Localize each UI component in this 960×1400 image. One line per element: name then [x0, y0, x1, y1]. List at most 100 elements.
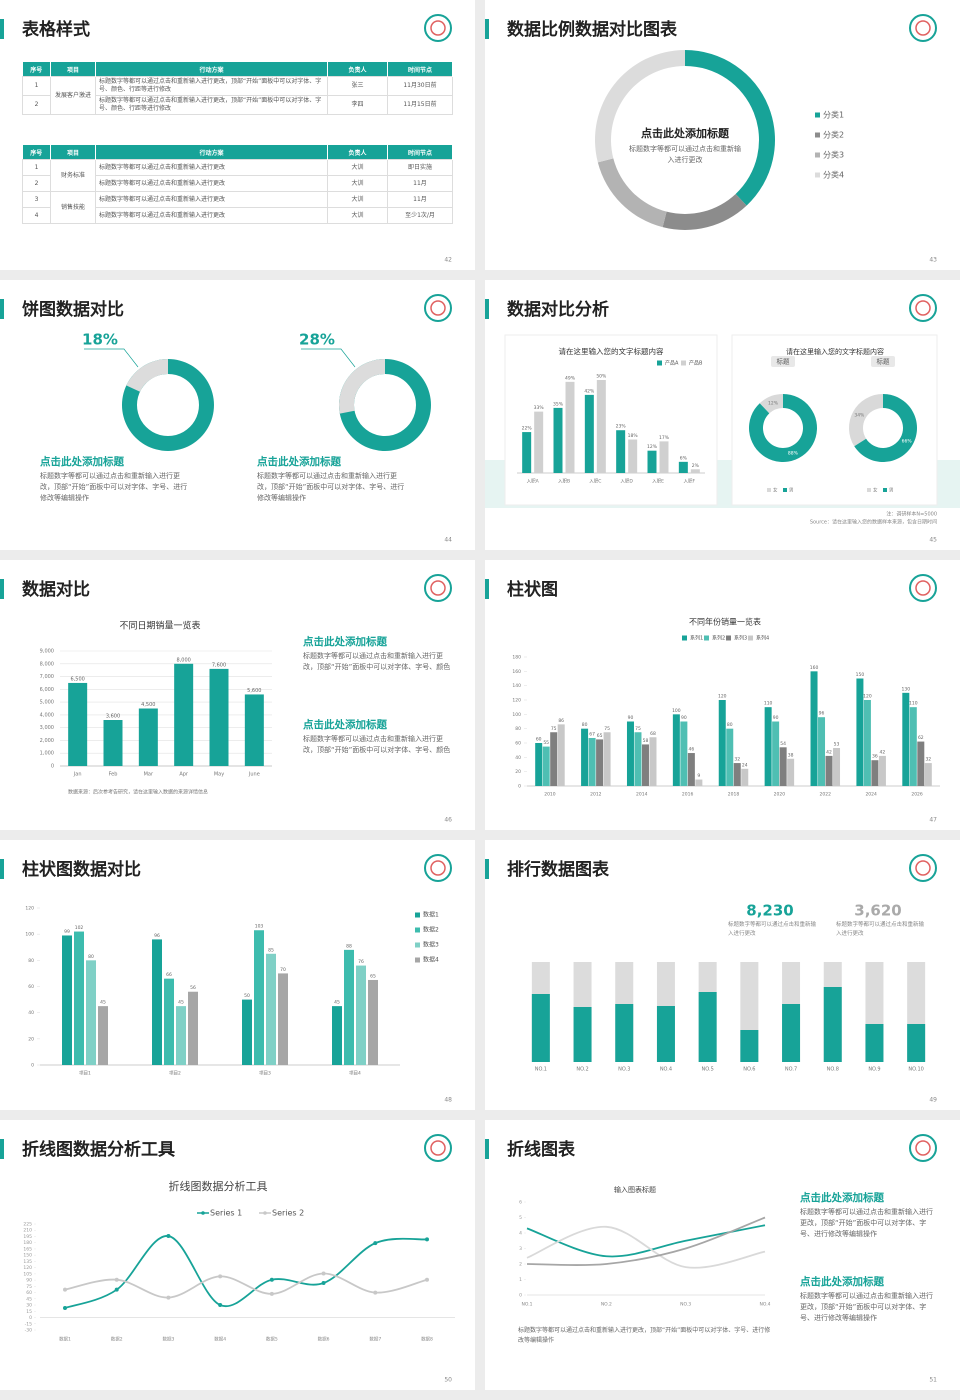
data-label: 6,500	[71, 676, 85, 682]
legend-label: 系列4	[756, 635, 769, 642]
bar	[726, 728, 734, 786]
bar	[733, 763, 741, 786]
bar	[764, 707, 772, 786]
data-label: 38	[788, 752, 794, 758]
source: 数据来源：后次参考告研究，请在这里输入数据的来源详情信息	[68, 789, 208, 796]
data-label: 34%	[854, 412, 865, 418]
bar	[678, 461, 688, 473]
bar	[565, 381, 575, 473]
donut-segment	[662, 193, 747, 230]
bar	[628, 439, 638, 473]
leader-line	[84, 348, 139, 368]
x-tick-label: 2012	[590, 792, 602, 798]
table-cell: 1	[22, 159, 51, 176]
data-label: 85	[268, 947, 274, 953]
data-label: 66%	[902, 439, 913, 445]
paragraph: 标题数字等都可以通过点击和重新输入进行更改，顶部“开始”面板中可以对字体、字号、…	[800, 1208, 933, 1239]
data-label: 75	[551, 726, 557, 732]
x-tick-label: 数据3	[162, 1336, 174, 1343]
bar	[818, 717, 826, 786]
y-tick-label: 150	[23, 1253, 32, 1259]
data-label: 7,600	[212, 662, 226, 668]
data-label: 3,600	[106, 714, 120, 720]
y-tick-label: 165	[23, 1246, 32, 1252]
y-tick-label: 8,000	[40, 661, 54, 667]
y-tick-label: -30	[25, 1328, 32, 1334]
logo	[424, 1134, 452, 1162]
bar	[278, 973, 288, 1065]
bar	[656, 1006, 675, 1062]
logo	[909, 294, 937, 322]
y-tick-label: 80	[515, 726, 521, 732]
y-tick-label: 4,000	[40, 712, 54, 718]
legend-swatch	[748, 635, 753, 641]
title-accent	[485, 19, 489, 39]
y-tick-label: 120	[25, 906, 34, 912]
x-tick-label: 数据7	[369, 1336, 381, 1343]
x-tick-label: NO.9	[868, 1067, 880, 1073]
table-cell: 11月15日前	[387, 95, 453, 115]
data-label: 17%	[659, 435, 670, 441]
bar	[531, 994, 550, 1062]
legend-label: 男	[789, 488, 794, 494]
y-tick-label: 7,000	[40, 674, 54, 680]
marker	[373, 1290, 378, 1295]
paragraph: 标题数字等都可以通过点击和重新输入进行更改，顶部“开始”面板中可以对字体、字号、…	[303, 652, 451, 672]
title-accent	[485, 1139, 489, 1159]
y-tick-label: 40	[515, 755, 521, 761]
x-tick-label: 2016	[682, 792, 694, 798]
data-label: 6%	[680, 455, 688, 461]
bar	[596, 739, 604, 786]
legend-label: 系列2	[712, 635, 725, 642]
bar	[368, 979, 378, 1065]
x-tick-label: NO.8	[827, 1067, 839, 1073]
table-cell: 4	[22, 207, 51, 224]
paragraph: 标题数字等都可以通过点击和重新输入进行更改，顶部“开始”面板中可以对字体、字号、…	[800, 1292, 933, 1323]
x-tick-label: 数据8	[421, 1336, 433, 1343]
bar	[698, 992, 717, 1062]
bar	[266, 953, 276, 1065]
page-number: 44	[444, 537, 452, 544]
data-label: 120	[718, 694, 727, 700]
y-tick-label: 80	[28, 958, 34, 964]
marker	[114, 1287, 119, 1292]
bar	[863, 700, 871, 786]
marker	[166, 1295, 171, 1300]
x-tick-label: 项目4	[349, 1071, 361, 1077]
tag-box	[771, 356, 795, 367]
data-label: 18%	[628, 433, 639, 439]
bar	[535, 743, 543, 786]
page-number: 48	[444, 1097, 452, 1104]
slide-title: 表格样式	[22, 19, 90, 40]
chart-title: 请在这里输入您的文字标题内容	[786, 347, 884, 356]
data-label: 12%	[647, 444, 658, 450]
bar	[356, 965, 366, 1065]
table-cell: 大训	[327, 207, 388, 224]
donut-name: 标题	[777, 357, 791, 366]
slide-title: 数据对比分析	[507, 299, 609, 320]
pie-segment	[126, 359, 168, 392]
legend-label: 分类4	[823, 170, 844, 180]
y-tick-label: 5	[519, 1215, 522, 1221]
data-label: 96	[154, 933, 160, 939]
page-number: 46	[444, 817, 452, 824]
y-tick-label: 180	[23, 1240, 32, 1246]
data-label: 50%	[596, 374, 607, 380]
header-cell: 项目	[50, 145, 96, 160]
legend-swatch	[883, 488, 887, 492]
legend-swatch	[815, 172, 820, 178]
y-tick-label: 100	[512, 712, 521, 718]
data-label: 4,500	[141, 702, 155, 708]
x-tick-label: 2024	[865, 792, 877, 798]
bar	[176, 1006, 186, 1065]
x-tick-label: May	[214, 772, 224, 778]
data-label: 110	[909, 701, 918, 707]
slide	[485, 1120, 960, 1390]
x-tick-label: NO.4	[759, 1302, 770, 1308]
data-label: 86	[558, 718, 564, 724]
header-cell: 项目	[50, 62, 96, 77]
data-label: 22%	[522, 426, 533, 432]
y-tick-label: 105	[23, 1271, 32, 1277]
line	[64, 1272, 428, 1299]
bar	[209, 668, 229, 766]
